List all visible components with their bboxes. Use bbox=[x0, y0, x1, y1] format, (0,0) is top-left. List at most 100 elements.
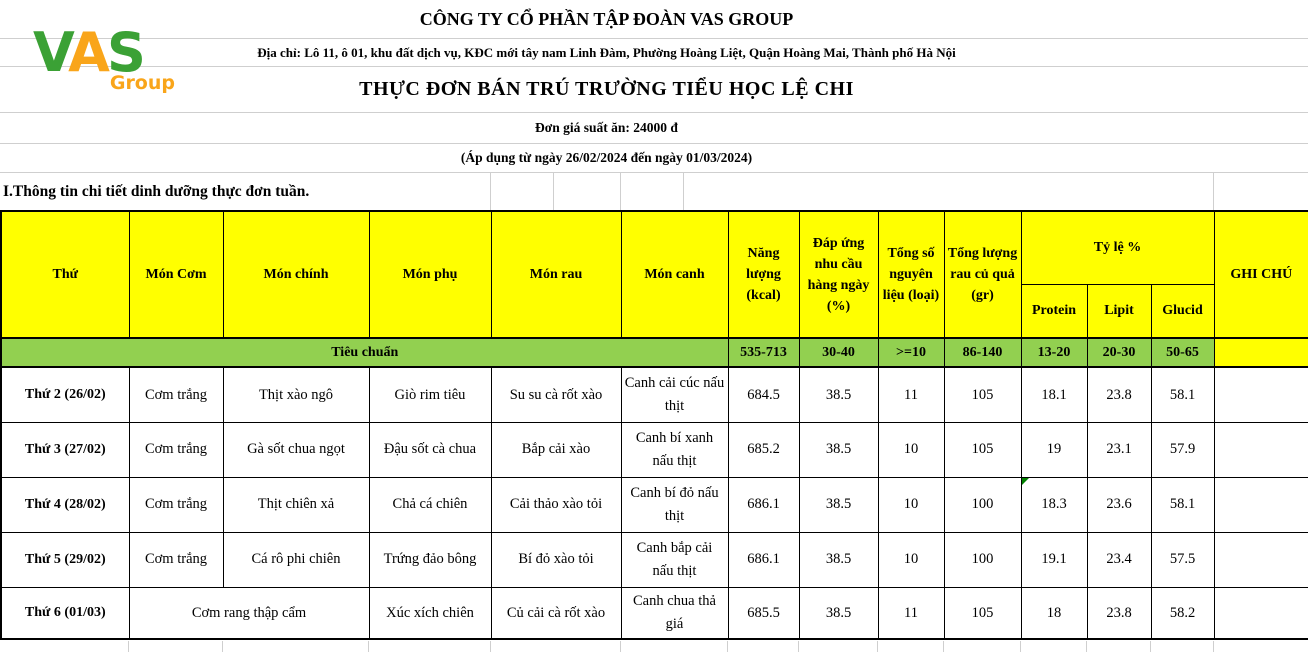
col-header-tong-luong[interactable]: Tổng lượng rau củ quả (gr) bbox=[943, 210, 1022, 339]
cell-mon-rau[interactable]: Su su cà rốt xào bbox=[490, 366, 622, 423]
empty-cell[interactable] bbox=[222, 641, 369, 652]
apply-period[interactable]: (Áp dụng từ ngày 26/02/2024 đến ngày 01/… bbox=[460, 150, 753, 165]
col-header-glucid[interactable]: Glucid bbox=[1150, 283, 1215, 339]
empty-cell[interactable] bbox=[0, 641, 129, 652]
cell-demand[interactable]: 38.5 bbox=[798, 366, 879, 423]
cell-protein[interactable]: 18 bbox=[1020, 586, 1088, 640]
cell-kcal[interactable]: 686.1 bbox=[727, 476, 800, 533]
col-header-mon-com[interactable]: Món Cơm bbox=[128, 210, 224, 339]
col-header-mon-canh[interactable]: Món canh bbox=[620, 210, 729, 339]
cell-mon-canh[interactable]: Canh bí đỏ nấu thịt bbox=[620, 476, 729, 533]
empty-cell[interactable] bbox=[1150, 641, 1214, 652]
cell-mon-com-merged[interactable]: Cơm rang thập cẩm bbox=[128, 586, 370, 640]
cell-mon-com[interactable]: Cơm trắng bbox=[128, 421, 224, 478]
cell-mon-phu[interactable]: Xúc xích chiên bbox=[368, 586, 492, 640]
col-header-nang-luong[interactable]: Năng lượng (kcal) bbox=[727, 210, 800, 339]
col-header-protein[interactable]: Protein bbox=[1020, 283, 1088, 339]
col-header-lipit[interactable]: Lipit bbox=[1086, 283, 1152, 339]
cell-ingredients[interactable]: 10 bbox=[877, 421, 945, 478]
col-header-mon-rau[interactable]: Món rau bbox=[490, 210, 622, 339]
cell-kcal[interactable]: 684.5 bbox=[727, 366, 800, 423]
cell-mon-com[interactable]: Cơm trắng bbox=[128, 366, 224, 423]
cell-lipit[interactable]: 23.8 bbox=[1086, 366, 1152, 423]
col-header-mon-phu[interactable]: Món phụ bbox=[368, 210, 492, 339]
cell-mon-phu[interactable]: Chả cá chiên bbox=[368, 476, 492, 533]
cell-day[interactable]: Thứ 2 (26/02) bbox=[0, 366, 130, 423]
cell-note[interactable] bbox=[1213, 421, 1308, 478]
cell-mon-phu[interactable]: Đậu sốt cà chua bbox=[368, 421, 492, 478]
cell-protein[interactable]: 18.1 bbox=[1020, 366, 1088, 423]
cell-demand[interactable]: 38.5 bbox=[798, 421, 879, 478]
cell-glucid[interactable]: 58.2 bbox=[1150, 586, 1215, 640]
cell-standard-note[interactable] bbox=[1213, 337, 1308, 368]
empty-cell[interactable] bbox=[727, 641, 799, 652]
cell-day[interactable]: Thứ 6 (01/03) bbox=[0, 586, 130, 640]
cell-veg[interactable]: 105 bbox=[943, 421, 1022, 478]
empty-cell[interactable] bbox=[798, 641, 878, 652]
company-title[interactable]: CÔNG TY CỔ PHẦN TẬP ĐOÀN VAS GROUP bbox=[419, 8, 794, 29]
empty-cell[interactable] bbox=[620, 641, 728, 652]
cell-note[interactable] bbox=[1213, 366, 1308, 423]
cell-veg[interactable]: 105 bbox=[943, 586, 1022, 640]
cell-mon-chinh[interactable]: Thịt xào ngô bbox=[222, 366, 370, 423]
cell-mon-rau[interactable]: Bí đỏ xào tỏi bbox=[490, 531, 622, 588]
cell-glucid[interactable]: 57.9 bbox=[1150, 421, 1215, 478]
col-header-dap-ung[interactable]: Đáp ứng nhu cầu hàng ngày (%) bbox=[798, 210, 879, 339]
cell-mon-canh[interactable]: Canh bắp cải nấu thịt bbox=[620, 531, 729, 588]
cell-standard-energy[interactable]: 535-713 bbox=[727, 337, 800, 368]
cell-day[interactable]: Thứ 5 (29/02) bbox=[0, 531, 130, 588]
empty-cell[interactable] bbox=[1086, 641, 1151, 652]
empty-cell[interactable] bbox=[128, 641, 223, 652]
empty-cell[interactable] bbox=[1213, 641, 1308, 652]
cell-lipit[interactable]: 23.8 bbox=[1086, 586, 1152, 640]
cell-veg[interactable]: 100 bbox=[943, 476, 1022, 533]
cell-day[interactable]: Thứ 3 (27/02) bbox=[0, 421, 130, 478]
cell-standard-glucid[interactable]: 50-65 bbox=[1150, 337, 1215, 368]
section-title[interactable]: I.Thông tin chi tiết dinh dưỡng thực đơn… bbox=[3, 182, 310, 200]
cell-glucid[interactable]: 58.1 bbox=[1150, 476, 1215, 533]
cell-mon-chinh[interactable]: Gà sốt chua ngọt bbox=[222, 421, 370, 478]
cell-ingredients[interactable]: 10 bbox=[877, 476, 945, 533]
cell-mon-chinh[interactable]: Thịt chiên xả bbox=[222, 476, 370, 533]
cell-demand[interactable]: 38.5 bbox=[798, 476, 879, 533]
cell-glucid[interactable]: 57.5 bbox=[1150, 531, 1215, 588]
col-header-mon-chinh[interactable]: Món chính bbox=[222, 210, 370, 339]
cell-standard-veg[interactable]: 86-140 bbox=[943, 337, 1022, 368]
col-header-ghi-chu[interactable]: GHI CHÚ bbox=[1213, 210, 1308, 339]
cell-mon-rau[interactable]: Cải thảo xào tỏi bbox=[490, 476, 622, 533]
cell-protein[interactable]: 18.3 bbox=[1020, 476, 1088, 533]
cell-veg[interactable]: 100 bbox=[943, 531, 1022, 588]
cell-ingredients[interactable]: 11 bbox=[877, 366, 945, 423]
cell-protein[interactable]: 19.1 bbox=[1020, 531, 1088, 588]
cell-lipit[interactable]: 23.1 bbox=[1086, 421, 1152, 478]
cell-protein[interactable]: 19 bbox=[1020, 421, 1088, 478]
menu-title[interactable]: THỰC ĐƠN BÁN TRÚ TRƯỜNG TIỂU HỌC LỆ CHI bbox=[359, 78, 854, 100]
cell-mon-com[interactable]: Cơm trắng bbox=[128, 476, 224, 533]
cell-glucid[interactable]: 58.1 bbox=[1150, 366, 1215, 423]
col-header-thu[interactable]: Thứ bbox=[0, 210, 130, 339]
cell-demand[interactable]: 38.5 bbox=[798, 531, 879, 588]
cell-standard-lipit[interactable]: 20-30 bbox=[1086, 337, 1152, 368]
empty-cell[interactable] bbox=[1020, 641, 1087, 652]
cell-veg[interactable]: 105 bbox=[943, 366, 1022, 423]
cell-mon-com[interactable]: Cơm trắng bbox=[128, 531, 224, 588]
cell-note[interactable] bbox=[1213, 476, 1308, 533]
cell-lipit[interactable]: 23.4 bbox=[1086, 531, 1152, 588]
cell-note[interactable] bbox=[1213, 586, 1308, 640]
cell-mon-phu[interactable]: Trứng đảo bông bbox=[368, 531, 492, 588]
cell-note[interactable] bbox=[1213, 531, 1308, 588]
cell-kcal[interactable]: 685.5 bbox=[727, 586, 800, 640]
empty-cell[interactable] bbox=[490, 641, 621, 652]
cell-standard-label[interactable]: Tiêu chuẩn bbox=[0, 337, 729, 368]
cell-standard-protein[interactable]: 13-20 bbox=[1020, 337, 1088, 368]
col-header-ty-le[interactable]: Tỷ lệ % bbox=[1020, 210, 1215, 285]
cell-ingredients[interactable]: 10 bbox=[877, 531, 945, 588]
cell-kcal[interactable]: 685.2 bbox=[727, 421, 800, 478]
cell-mon-canh[interactable]: Canh bí xanh nấu thịt bbox=[620, 421, 729, 478]
cell-mon-canh[interactable]: Canh chua thả giá bbox=[620, 586, 729, 640]
cell-mon-chinh[interactable]: Cá rô phi chiên bbox=[222, 531, 370, 588]
empty-cell[interactable] bbox=[368, 641, 491, 652]
cell-mon-rau[interactable]: Củ cải cà rốt xào bbox=[490, 586, 622, 640]
cell-mon-canh[interactable]: Canh cải cúc nấu thịt bbox=[620, 366, 729, 423]
cell-mon-phu[interactable]: Giò rim tiêu bbox=[368, 366, 492, 423]
